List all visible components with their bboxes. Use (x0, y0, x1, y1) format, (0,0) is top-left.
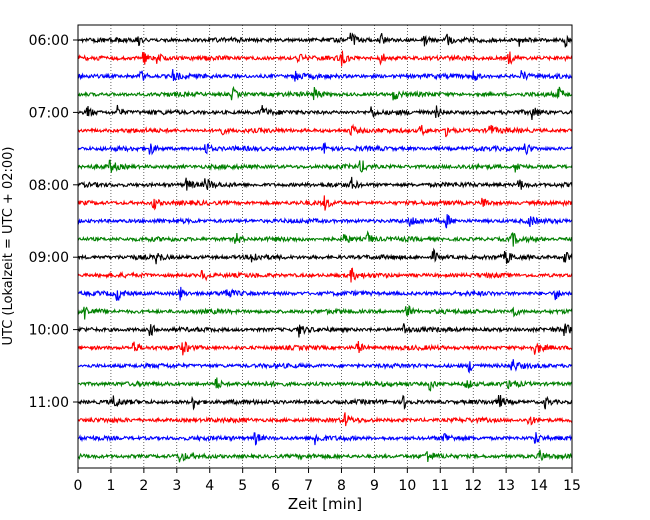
trace-line (77, 394, 573, 411)
x-axis-label: Zeit [min] (288, 495, 362, 513)
trace-line (77, 267, 573, 283)
trace-line (77, 214, 573, 229)
x-tick-label: 1 (106, 478, 115, 494)
trace-line (77, 412, 573, 427)
x-tick-label: 3 (172, 478, 181, 494)
trace-line (77, 195, 573, 211)
x-tick-label: 14 (530, 478, 548, 494)
trace-line (77, 340, 573, 356)
y-tick-label: 06:00 (29, 33, 69, 49)
trace-line (77, 449, 573, 463)
x-tick-label: 6 (271, 478, 280, 494)
x-tick-label: 10 (398, 478, 416, 494)
trace-line (77, 359, 573, 374)
y-tick-label: 11:00 (29, 395, 69, 411)
y-tick-label: 10:00 (29, 323, 69, 339)
trace-group (77, 32, 573, 463)
x-tick-label: 12 (464, 478, 482, 494)
x-tick-label: 7 (304, 478, 313, 494)
trace-line (77, 323, 573, 338)
trace-line (77, 176, 573, 191)
trace-line (77, 247, 573, 265)
y-tick-label: 09:00 (29, 250, 69, 266)
y-axis-label: UTC (Lokalzeit = UTC + 02:00) (1, 147, 16, 346)
x-tick-label: 4 (205, 478, 214, 494)
x-axis: 0 1 2 3 4 5 6 7 8 9 10 11 12 13 14 15 (74, 468, 581, 494)
trace-line (77, 286, 573, 301)
trace-line (77, 104, 573, 121)
trace-line (77, 230, 573, 247)
x-tick-label: 11 (431, 478, 449, 494)
trace-line (77, 85, 573, 101)
trace-line (77, 69, 573, 82)
trace-line (77, 32, 573, 48)
y-tick-label: 07:00 (29, 105, 69, 121)
x-tick-label: 5 (238, 478, 247, 494)
plot-frame (77, 24, 573, 469)
trace-line (77, 123, 573, 138)
trace-line (77, 142, 573, 156)
x-tick-label: 9 (370, 478, 379, 494)
trace-line (77, 50, 573, 67)
x-tick-label: 2 (139, 478, 148, 494)
y-tick-label: 08:00 (29, 178, 69, 194)
y-axis: 06:00 07:00 08:00 09:00 10:00 11:00 (29, 33, 78, 411)
trace-line (77, 377, 573, 392)
x-tick-label: 15 (563, 478, 581, 494)
x-tick-label: 8 (337, 478, 346, 494)
x-tick-label: 0 (74, 478, 83, 494)
trace-line (77, 304, 573, 320)
x-tick-label: 13 (497, 478, 515, 494)
trace-line (77, 159, 573, 173)
trace-line (77, 432, 573, 446)
